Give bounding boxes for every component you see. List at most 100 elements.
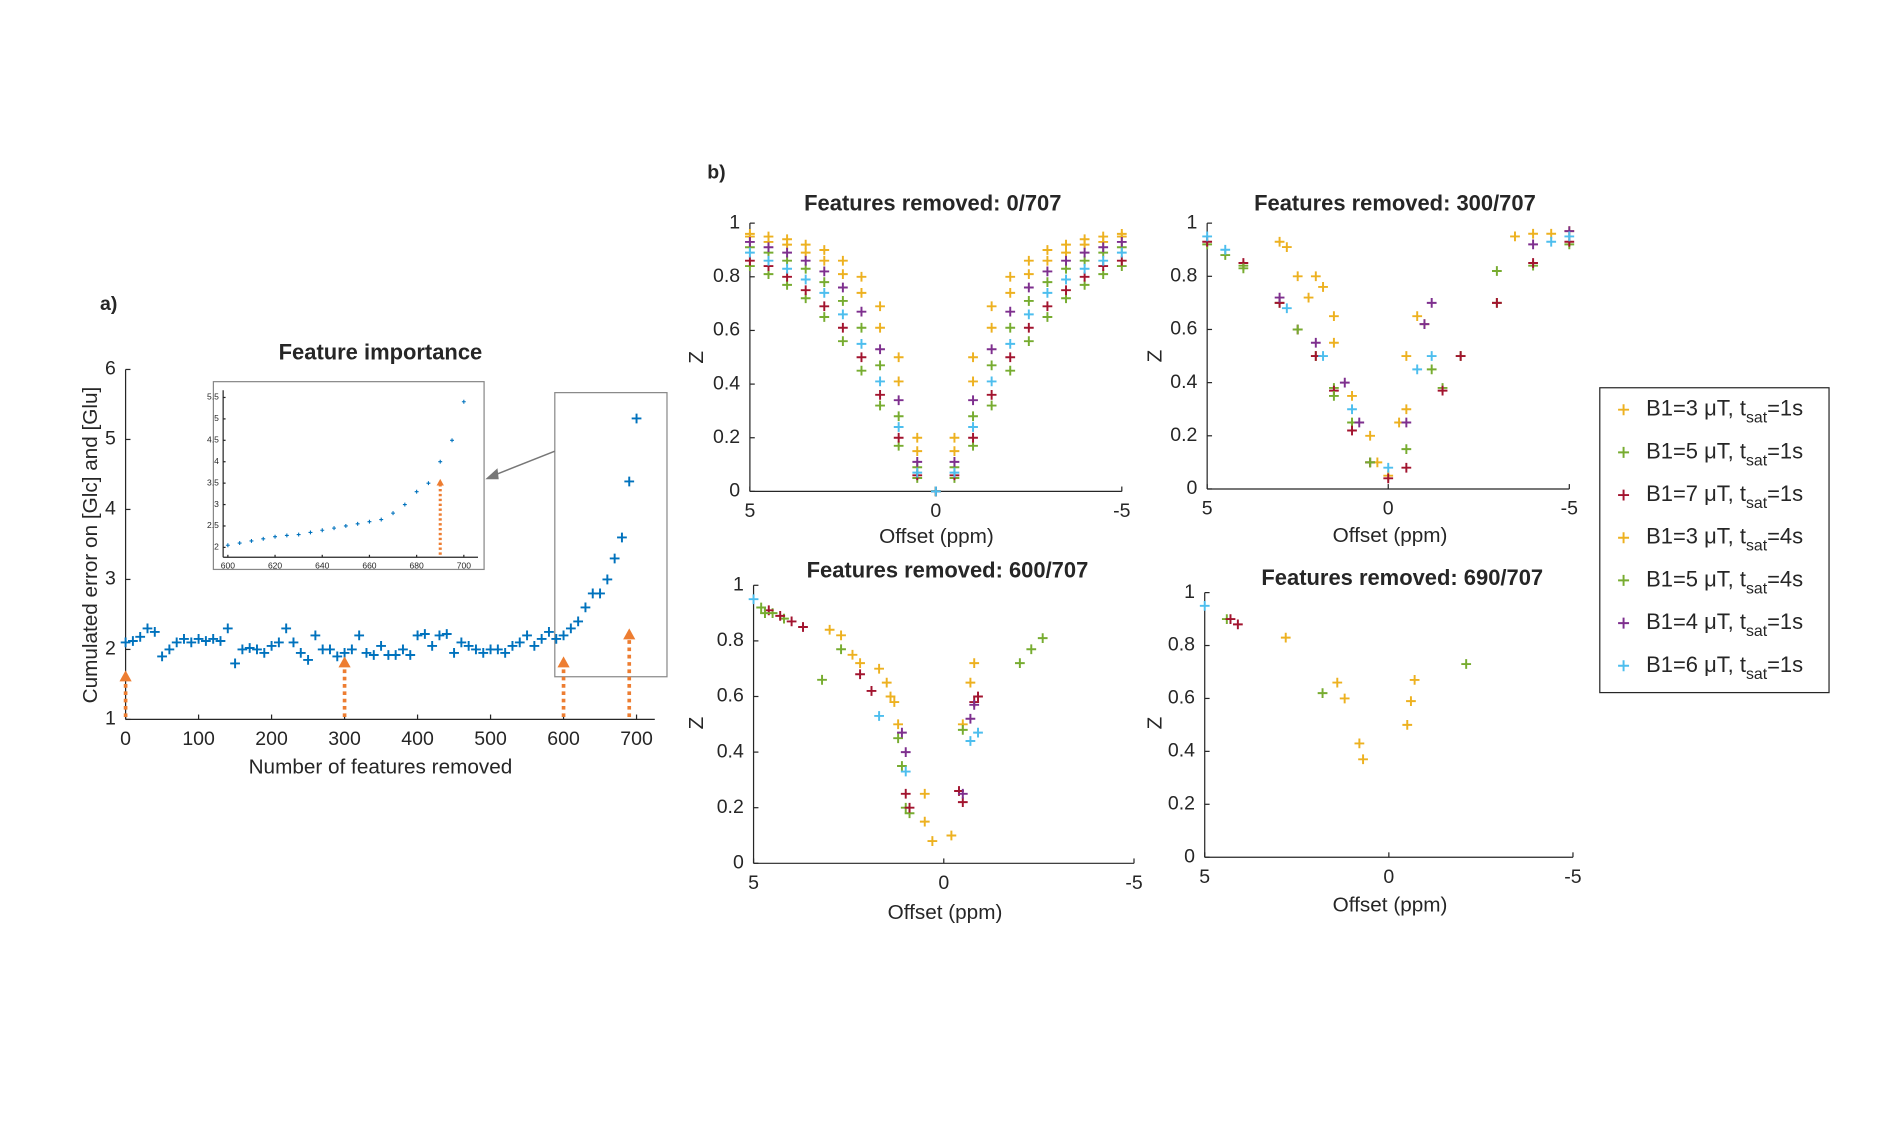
x-tick-label: -5 bbox=[1125, 872, 1142, 894]
y-tick-label: 1 bbox=[733, 573, 744, 595]
legend-marker bbox=[1618, 660, 1630, 672]
arrow-head bbox=[436, 478, 444, 486]
data-point bbox=[838, 336, 848, 347]
y-axis-label: Z bbox=[685, 351, 708, 364]
data-point bbox=[339, 648, 350, 658]
legend-text: =1s bbox=[1767, 481, 1803, 506]
legend-label: B1=6 μT, tsat=1s bbox=[1646, 652, 1803, 683]
legend-text: B1=3 μT, t bbox=[1646, 524, 1746, 549]
data-point bbox=[471, 644, 481, 655]
data-point bbox=[609, 553, 620, 564]
data-point bbox=[449, 648, 459, 658]
y-tick-label: 4 bbox=[214, 456, 219, 466]
chart-title: Features removed: 690/707 bbox=[1261, 565, 1543, 590]
data-point bbox=[986, 360, 997, 371]
data-point bbox=[1339, 693, 1350, 704]
data-point bbox=[376, 641, 386, 651]
data-point bbox=[973, 691, 983, 702]
data-point bbox=[912, 467, 923, 478]
data-point bbox=[273, 534, 278, 539]
data-point bbox=[1365, 457, 1376, 468]
data-point bbox=[965, 713, 976, 724]
data-point bbox=[875, 389, 885, 400]
data-point bbox=[266, 641, 277, 651]
data-point bbox=[919, 816, 930, 827]
data-point bbox=[1280, 632, 1291, 643]
y-tick-label: 5.5 bbox=[207, 392, 219, 402]
data-point bbox=[573, 616, 584, 627]
y-tick-label: 0.6 bbox=[717, 685, 744, 707]
data-point bbox=[558, 630, 569, 641]
data-point bbox=[355, 521, 360, 526]
data-point bbox=[565, 623, 576, 634]
data-point bbox=[193, 634, 204, 644]
x-tick-label: 700 bbox=[457, 560, 471, 570]
x-axis-label: Number of features removed bbox=[249, 756, 513, 779]
data-point bbox=[949, 432, 960, 443]
data-point bbox=[1492, 298, 1502, 308]
data-point bbox=[798, 622, 808, 632]
data-point bbox=[1401, 444, 1412, 454]
data-point bbox=[1317, 688, 1328, 699]
y-tick-label: 0 bbox=[1184, 845, 1195, 867]
legend-text: =4s bbox=[1767, 524, 1803, 549]
data-point bbox=[930, 486, 941, 497]
legend-marker bbox=[1618, 446, 1630, 458]
data-point bbox=[1005, 306, 1016, 317]
data-point bbox=[308, 530, 313, 535]
data-point bbox=[441, 629, 452, 639]
data-point bbox=[836, 644, 846, 655]
data-point bbox=[900, 747, 911, 757]
data-point bbox=[968, 422, 978, 432]
data-point bbox=[450, 438, 454, 443]
data-point bbox=[1365, 430, 1376, 441]
data-point bbox=[1426, 298, 1437, 308]
legend-subscript: sat bbox=[1746, 537, 1768, 554]
data-point bbox=[135, 631, 146, 642]
data-point bbox=[201, 636, 211, 646]
x-tick-label: 5 bbox=[744, 500, 755, 522]
y-tick-label: 4 bbox=[105, 498, 116, 520]
data-point bbox=[957, 724, 968, 735]
legend-marker bbox=[1618, 617, 1630, 629]
data-point bbox=[900, 788, 911, 799]
legend-text: B1=6 μT, t bbox=[1646, 652, 1746, 677]
legend-label: B1=5 μT, tsat=4s bbox=[1646, 566, 1803, 597]
data-point bbox=[252, 644, 262, 655]
data-point bbox=[261, 536, 266, 541]
data-point bbox=[171, 637, 182, 648]
data-point bbox=[1292, 271, 1303, 282]
data-point bbox=[1409, 675, 1420, 685]
data-point bbox=[968, 411, 978, 422]
data-point bbox=[1546, 236, 1557, 247]
data-point bbox=[856, 271, 867, 282]
data-point bbox=[836, 630, 846, 641]
y-axis-label: Z bbox=[1143, 716, 1166, 729]
data-point bbox=[893, 719, 904, 730]
x-tick-label: 600 bbox=[547, 728, 580, 750]
x-tick-label: 300 bbox=[328, 728, 361, 750]
data-point bbox=[838, 322, 848, 333]
data-point bbox=[142, 623, 153, 634]
data-point bbox=[1401, 417, 1412, 428]
data-point bbox=[551, 634, 562, 644]
data-point bbox=[1005, 352, 1016, 363]
legend-label: B1=3 μT, tsat=4s bbox=[1646, 524, 1803, 555]
data-point bbox=[281, 623, 292, 634]
data-point bbox=[897, 727, 907, 738]
data-point bbox=[1037, 633, 1048, 643]
data-point bbox=[745, 237, 755, 247]
data-point bbox=[856, 338, 867, 349]
data-point bbox=[1014, 658, 1025, 669]
data-point bbox=[919, 788, 930, 799]
legend-text: B1=4 μT, t bbox=[1646, 609, 1746, 634]
y-tick-label: 1 bbox=[1187, 211, 1198, 233]
data-point bbox=[157, 651, 167, 662]
data-point bbox=[1528, 228, 1538, 239]
x-tick-label: 0 bbox=[1383, 498, 1394, 520]
arrow-head bbox=[338, 656, 351, 668]
data-point bbox=[957, 788, 968, 799]
data-point bbox=[968, 376, 978, 387]
data-point bbox=[760, 608, 770, 618]
x-tick-label: 700 bbox=[620, 728, 653, 750]
